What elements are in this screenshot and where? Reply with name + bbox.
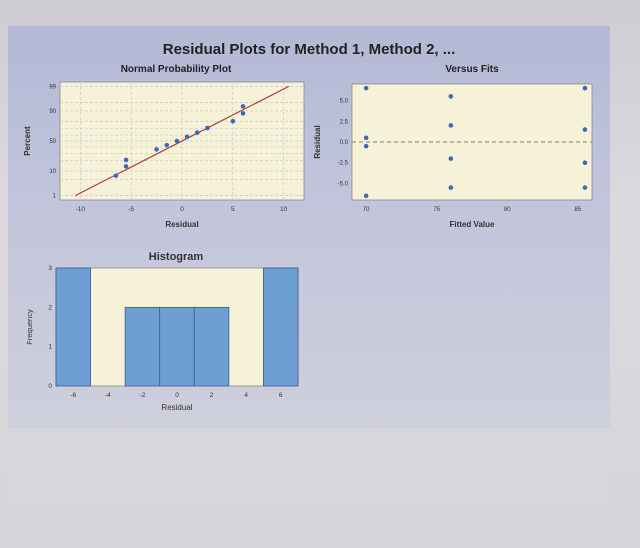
fits-data-point	[448, 123, 454, 128]
histogram-bar	[159, 306, 195, 387]
histogram-x-tick-label: 0	[175, 392, 179, 399]
fits-y-tick-label: 2.5	[340, 119, 349, 125]
histogram-title: Histogram	[149, 251, 204, 263]
chart-window: Residual Plots for Method 1, Method 2, .…	[8, 26, 610, 428]
fits-x-tick-label: 80	[504, 207, 511, 213]
npp-data-point	[174, 138, 180, 144]
npp-fit-line	[74, 85, 290, 197]
figure-title: Residual Plots for Method 1, Method 2, .…	[163, 41, 456, 58]
screen-lower-area	[8, 428, 610, 508]
fits-x-tick-label: 75	[433, 207, 440, 213]
histogram-bar	[263, 267, 299, 387]
fits-data-point	[448, 156, 454, 161]
npp-x-tick-label: -10	[76, 206, 86, 213]
npp-x-tick-label: 5	[231, 206, 235, 213]
histogram-x-tick-label: -6	[70, 392, 76, 399]
histogram-x-tick-label: 4	[244, 392, 248, 399]
histogram-bar	[124, 306, 161, 387]
npp-y-tick-label: 10	[49, 169, 56, 175]
npp-title: Normal Probability Plot	[121, 64, 232, 75]
npp-data-point	[154, 147, 159, 152]
npp-data-point	[123, 157, 129, 163]
fits-y-tick-label: 5.0	[340, 99, 349, 105]
npp-x-tick-label: -5	[128, 206, 134, 213]
histogram-y-tick-label: 0	[48, 383, 52, 390]
histogram-y-axis-label: Frequency	[25, 309, 34, 345]
fits-y-tick-label: -2.5	[338, 161, 349, 167]
histogram-y-tick-label: 1	[48, 344, 52, 351]
npp-data-point	[240, 104, 246, 109]
fits-data-point	[448, 185, 454, 190]
npp-y-tick-label: 90	[49, 109, 56, 115]
fits-y-tick-label: -5.0	[338, 181, 349, 187]
npp-data-point	[184, 134, 190, 140]
residual-plots-figure: Residual Plots for Method 1, Method 2, .…	[23, 41, 593, 412]
fits-data-point	[582, 85, 588, 91]
npp-data-point	[230, 118, 236, 124]
histogram-bar	[193, 306, 230, 387]
fits-x-axis-label: Fitted Value	[450, 220, 495, 229]
npp-data-point	[164, 142, 170, 148]
histogram-bar	[55, 267, 91, 387]
fits-data-point	[582, 185, 588, 190]
npp-data-point	[123, 164, 129, 169]
fits-data-point	[363, 85, 369, 91]
npp-y-tick-label: 99	[49, 84, 56, 90]
fits-data-point	[363, 193, 369, 199]
fits-data-point	[363, 143, 369, 149]
npp-data-point	[240, 111, 246, 116]
histogram-y-tick-label: 3	[48, 265, 52, 272]
npp-data-point	[113, 173, 119, 178]
fits-y-axis-label: Residual	[313, 125, 322, 158]
histogram-y-tick-label: 2	[48, 304, 52, 311]
fits-x-tick-label: 85	[575, 207, 582, 213]
histogram-x-tick-label: -4	[105, 392, 111, 399]
fits-data-point	[448, 94, 454, 99]
histogram-x-tick-label: 6	[279, 392, 283, 399]
npp-y-tick-label: 50	[49, 139, 56, 145]
npp-x-tick-label: 0	[180, 206, 184, 213]
npp-y-axis-label: Percent	[23, 126, 32, 156]
npp-x-axis-label: Residual	[165, 220, 198, 229]
fits-title: Versus Fits	[445, 64, 499, 75]
fits-y-tick-label: 0.0	[340, 140, 349, 146]
histogram-x-tick-label: -2	[140, 392, 146, 399]
npp-data-point	[194, 130, 200, 135]
histogram-x-axis-label: Residual	[161, 403, 192, 412]
histogram-x-tick-label: 2	[210, 392, 214, 399]
npp-x-tick-label: 10	[280, 206, 288, 213]
npp-y-tick-label: 1	[53, 194, 57, 200]
npp-data-point	[205, 125, 210, 131]
fits-data-point	[582, 127, 588, 132]
fits-x-tick-label: 70	[363, 207, 370, 213]
fits-data-point	[363, 135, 369, 141]
fits-data-point	[582, 160, 588, 166]
